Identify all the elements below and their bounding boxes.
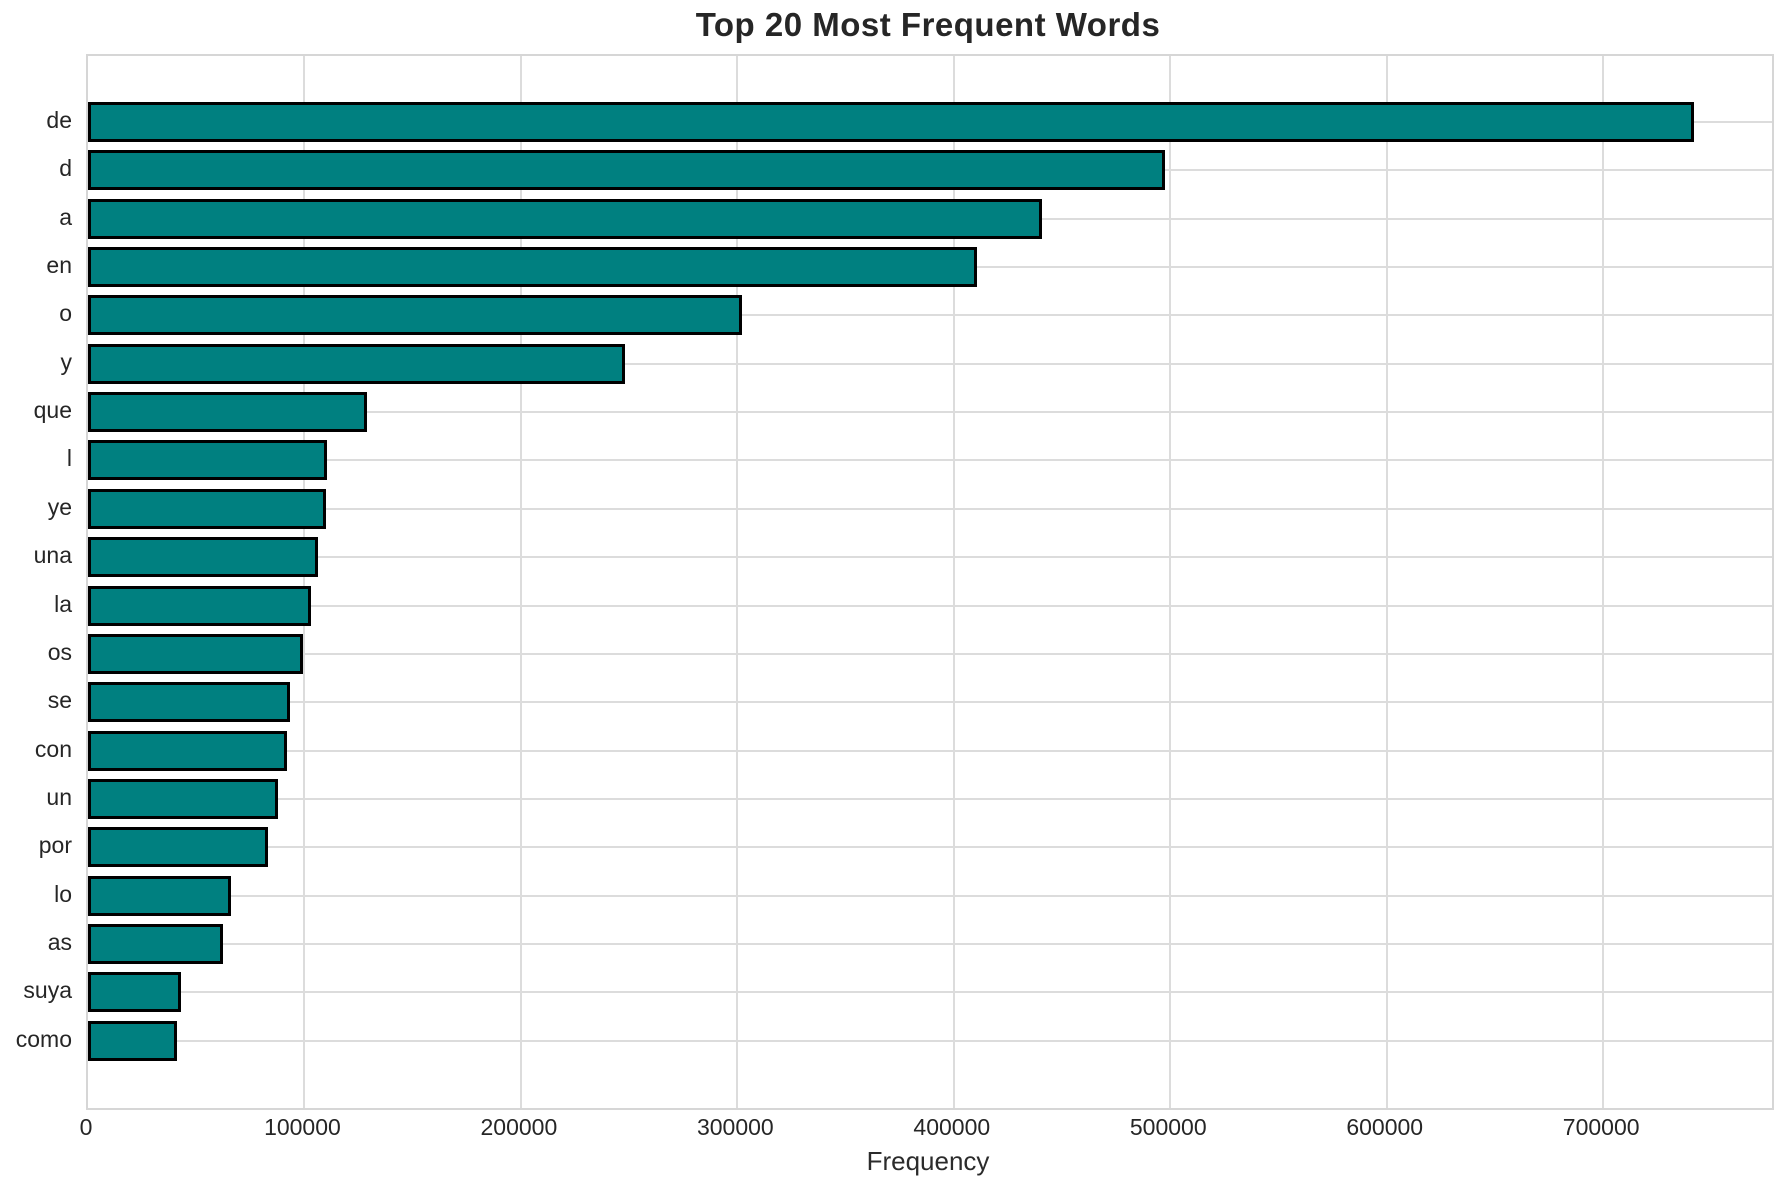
bar-un	[88, 778, 279, 819]
vertical-gridline	[1602, 56, 1605, 1108]
x-tick-label: 300000	[696, 1114, 774, 1140]
y-tick-label: con	[34, 735, 72, 762]
bar-suya	[88, 972, 181, 1013]
bar-ye	[88, 488, 327, 529]
horizontal-gridline	[88, 362, 1772, 365]
x-tick-label: 500000	[1129, 1114, 1207, 1140]
plot-area	[86, 54, 1774, 1110]
vertical-gridline	[303, 56, 306, 1108]
horizontal-gridline	[88, 701, 1772, 704]
y-tick-label: de	[46, 107, 72, 133]
horizontal-gridline	[88, 942, 1772, 945]
bar-y	[88, 343, 626, 384]
bar-como	[88, 1020, 177, 1061]
vertical-gridline	[1385, 56, 1388, 1108]
x-tick-label: 400000	[913, 1114, 991, 1140]
horizontal-gridline	[88, 314, 1772, 317]
x-tick-label: 200000	[480, 1114, 558, 1140]
y-tick-label: por	[38, 832, 72, 859]
bar-la	[88, 585, 312, 626]
bar-os	[88, 633, 303, 674]
y-tick-label: una	[33, 542, 72, 569]
bar-a	[88, 198, 1042, 239]
bar-lo	[88, 875, 231, 916]
horizontal-gridline	[88, 556, 1772, 559]
y-tick-label: un	[46, 783, 72, 810]
horizontal-gridline	[88, 459, 1772, 462]
bar-as	[88, 923, 224, 964]
bar-una	[88, 537, 318, 578]
y-tick-label: d	[59, 155, 72, 182]
y-tick-label: ye	[47, 493, 72, 520]
x-axis-label: Frequency	[866, 1146, 990, 1176]
horizontal-gridline	[88, 797, 1772, 800]
horizontal-gridline	[88, 652, 1772, 655]
y-tick-label: que	[33, 397, 72, 424]
horizontal-gridline	[88, 1039, 1772, 1042]
y-tick-label: suya	[23, 977, 72, 1004]
y-tick-label: a	[59, 203, 72, 230]
bar-o	[88, 295, 742, 336]
bar-que	[88, 392, 368, 433]
bar-por	[88, 827, 269, 868]
y-tick-label: en	[46, 252, 72, 279]
y-tick-label: como	[15, 1025, 72, 1052]
horizontal-gridline	[88, 991, 1772, 994]
bar-en	[88, 247, 977, 288]
chart-title: Top 20 Most Frequent Words	[695, 6, 1161, 43]
vertical-gridline	[1169, 56, 1172, 1108]
horizontal-gridline	[88, 894, 1772, 897]
horizontal-gridline	[88, 749, 1772, 752]
y-tick-label: se	[47, 687, 72, 714]
vertical-gridline	[952, 56, 955, 1108]
y-tick-label: o	[59, 300, 72, 327]
bar-se	[88, 682, 291, 723]
x-tick-label: 600000	[1346, 1114, 1424, 1140]
vertical-gridline	[519, 56, 522, 1108]
y-tick-label: l	[66, 445, 72, 472]
y-tick-label: as	[47, 928, 72, 955]
y-tick-label: os	[47, 638, 72, 665]
y-tick-label: lo	[54, 880, 72, 907]
y-tick-label: y	[60, 348, 73, 375]
horizontal-gridline	[88, 507, 1772, 510]
bar-de	[88, 102, 1695, 142]
y-tick-label: la	[54, 590, 72, 617]
horizontal-gridline	[88, 604, 1772, 607]
horizontal-gridline	[88, 411, 1772, 414]
x-tick-label: 0	[79, 1114, 93, 1140]
horizontal-gridline	[88, 846, 1772, 849]
x-tick-label: 700000	[1562, 1114, 1640, 1140]
bar-con	[88, 730, 288, 771]
bar-l	[88, 440, 327, 481]
vertical-gridline	[736, 56, 739, 1108]
bar-d	[88, 150, 1165, 191]
x-tick-label: 100000	[264, 1114, 341, 1140]
